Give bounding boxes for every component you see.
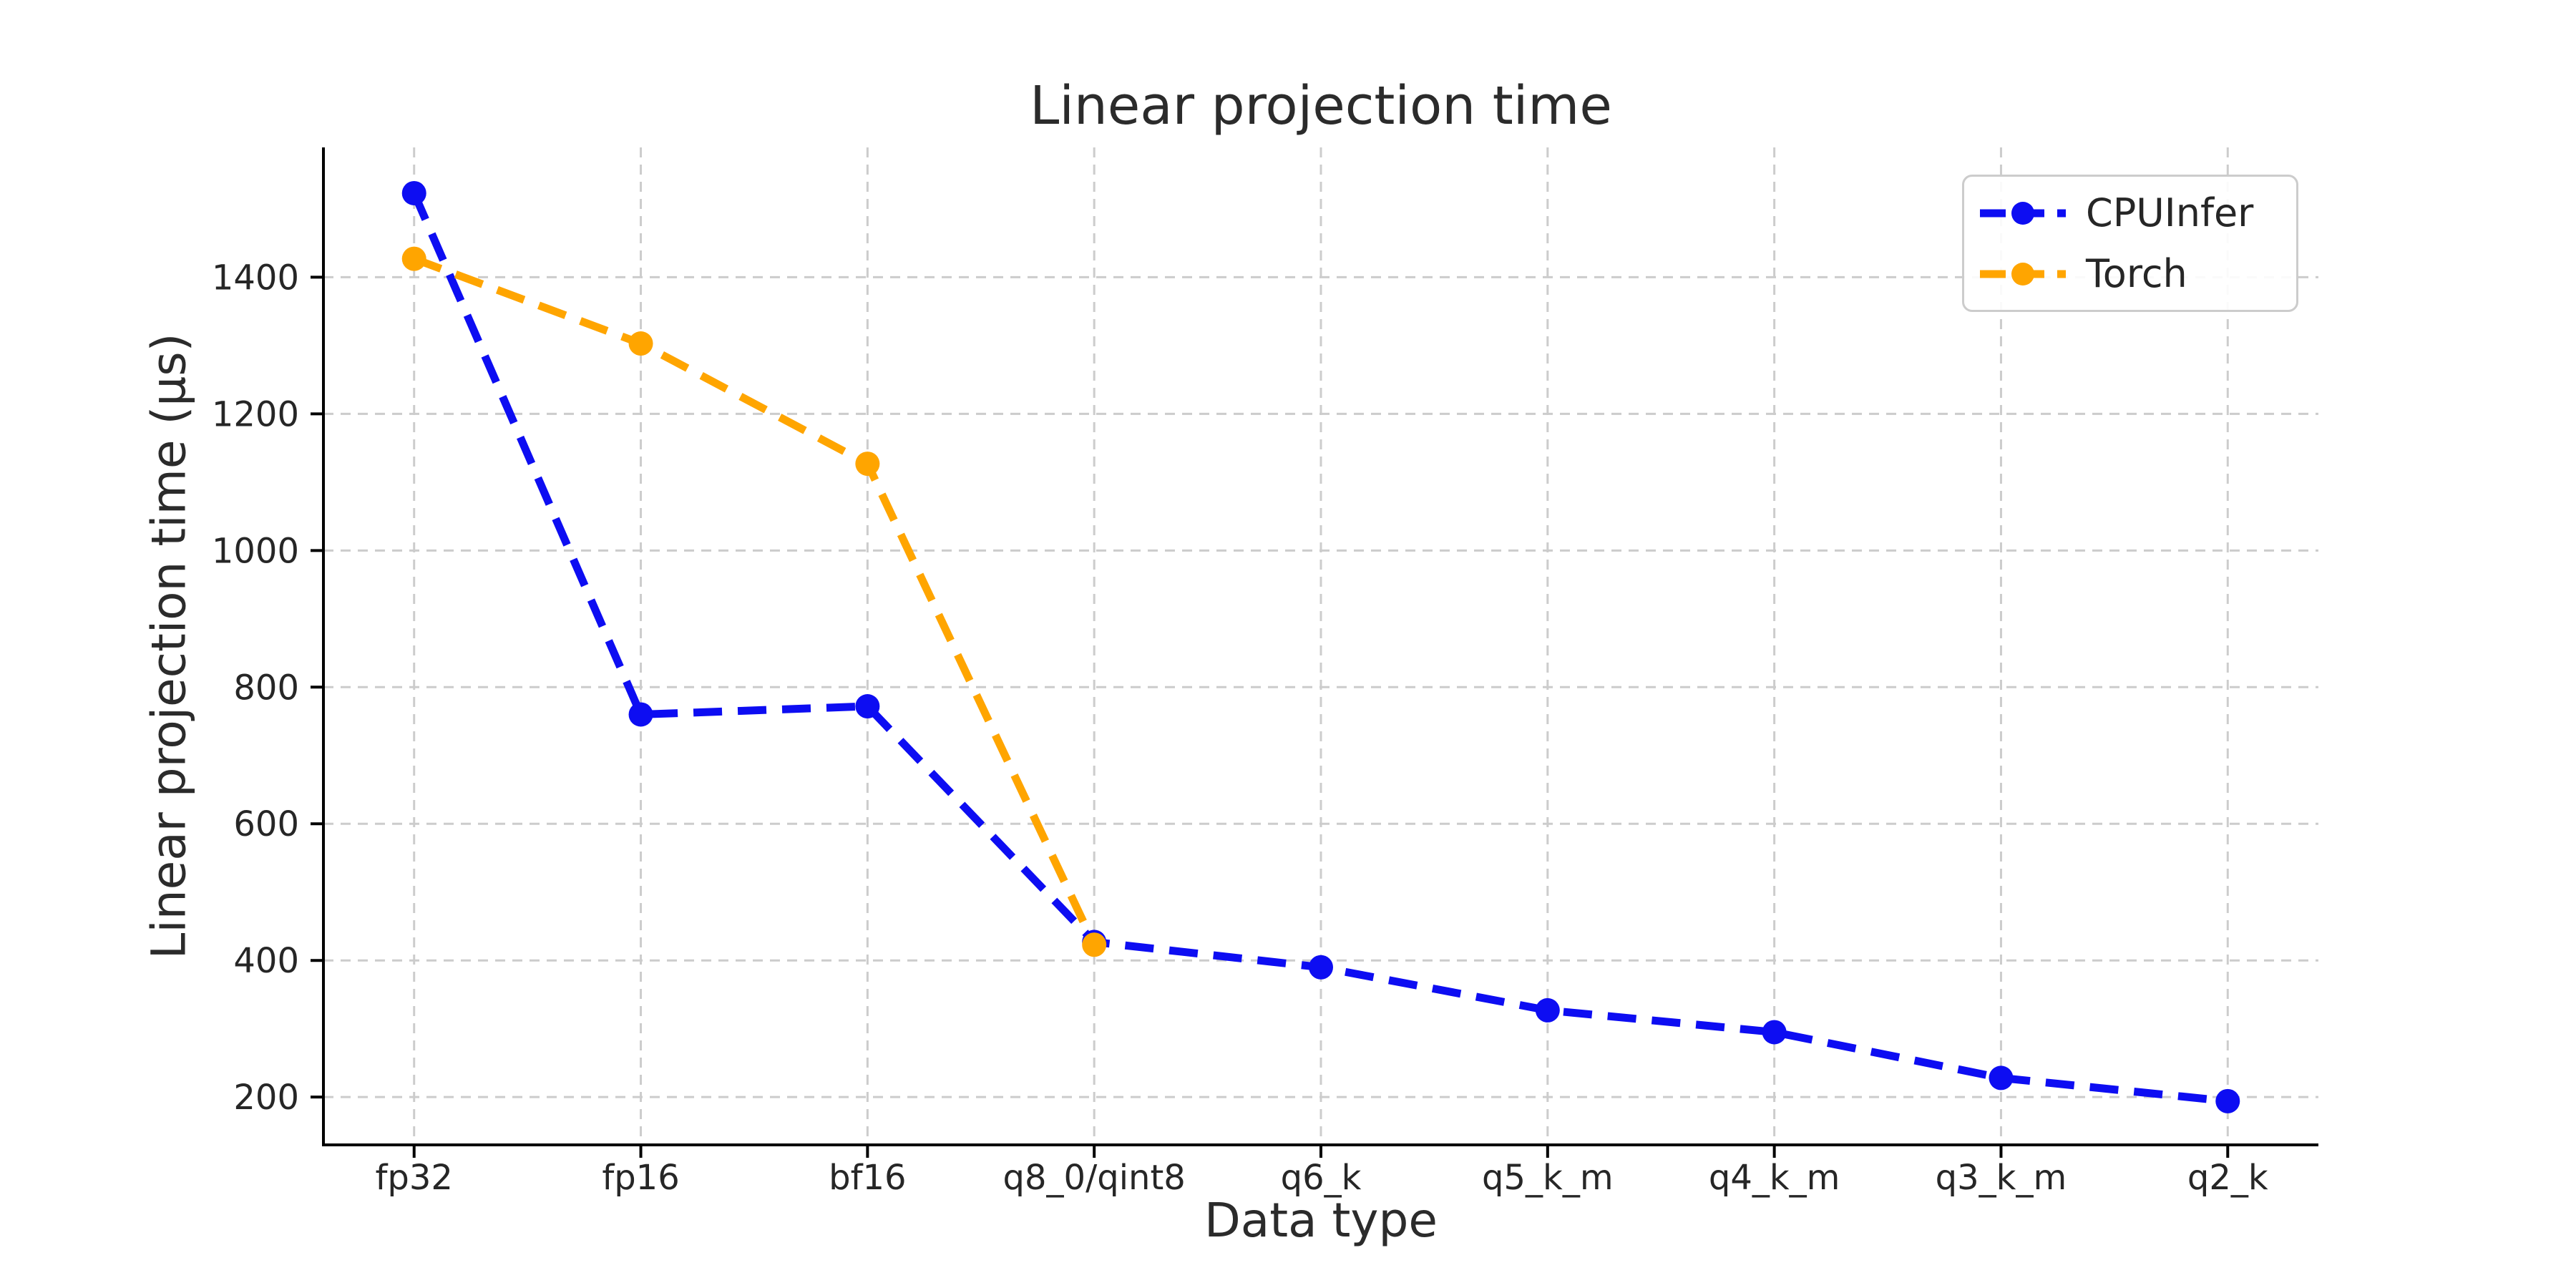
y-tick-label: 400: [233, 941, 299, 981]
series-line-torch: [412, 255, 1098, 947]
series-marker-cpuinfer: [1309, 955, 1333, 980]
series-marker-torch: [1082, 932, 1107, 957]
y-tick-label: 200: [233, 1078, 299, 1118]
x-tick-label: fp32: [376, 1158, 453, 1198]
x-tick-label: q8_0/qint8: [1003, 1158, 1186, 1198]
y-tick-label: 600: [233, 804, 299, 844]
x-tick-label: q4_k_m: [1709, 1158, 1840, 1198]
series-marker-cpuinfer: [628, 702, 653, 727]
y-tick-label: 1000: [212, 531, 299, 571]
y-tick-label: 800: [233, 668, 299, 708]
legend-line-sample: [1980, 201, 2066, 225]
legend: CPUInfer Torch: [1962, 175, 2298, 312]
legend-marker-icon: [2011, 262, 2034, 286]
series-marker-torch: [855, 452, 880, 477]
series-marker-torch: [401, 246, 426, 271]
x-tick-label: q6_k: [1281, 1158, 1362, 1198]
legend-marker-icon: [2011, 201, 2034, 225]
legend-label: CPUInfer: [2086, 190, 2254, 235]
y-tick-label: 1400: [212, 258, 299, 298]
series-marker-cpuinfer: [1762, 1020, 1787, 1045]
legend-entry-torch: Torch: [1979, 251, 2289, 296]
legend-entry-cpuinfer: CPUInfer: [1979, 190, 2289, 235]
legend-line-sample: [1980, 262, 2066, 286]
series-marker-cpuinfer: [2215, 1088, 2240, 1113]
chart-title: Linear projection time: [1030, 75, 1612, 137]
series-marker-cpuinfer: [1535, 997, 1560, 1023]
x-tick-label: q2_k: [2187, 1158, 2268, 1198]
series-marker-cpuinfer: [855, 694, 880, 719]
legend-label: Torch: [2086, 251, 2187, 296]
x-tick-label: bf16: [829, 1158, 906, 1198]
x-axis-title: Data type: [1204, 1193, 1438, 1248]
x-tick-label: q3_k_m: [1936, 1158, 2067, 1198]
x-tick-label: q5_k_m: [1482, 1158, 1614, 1198]
series-marker-cpuinfer: [1989, 1065, 2014, 1091]
series-marker-cpuinfer: [401, 180, 426, 205]
series-marker-torch: [628, 331, 653, 356]
x-tick-label: fp16: [602, 1158, 679, 1198]
y-axis-title: Linear projection time (µs): [141, 333, 197, 960]
y-tick-label: 1200: [212, 394, 299, 434]
